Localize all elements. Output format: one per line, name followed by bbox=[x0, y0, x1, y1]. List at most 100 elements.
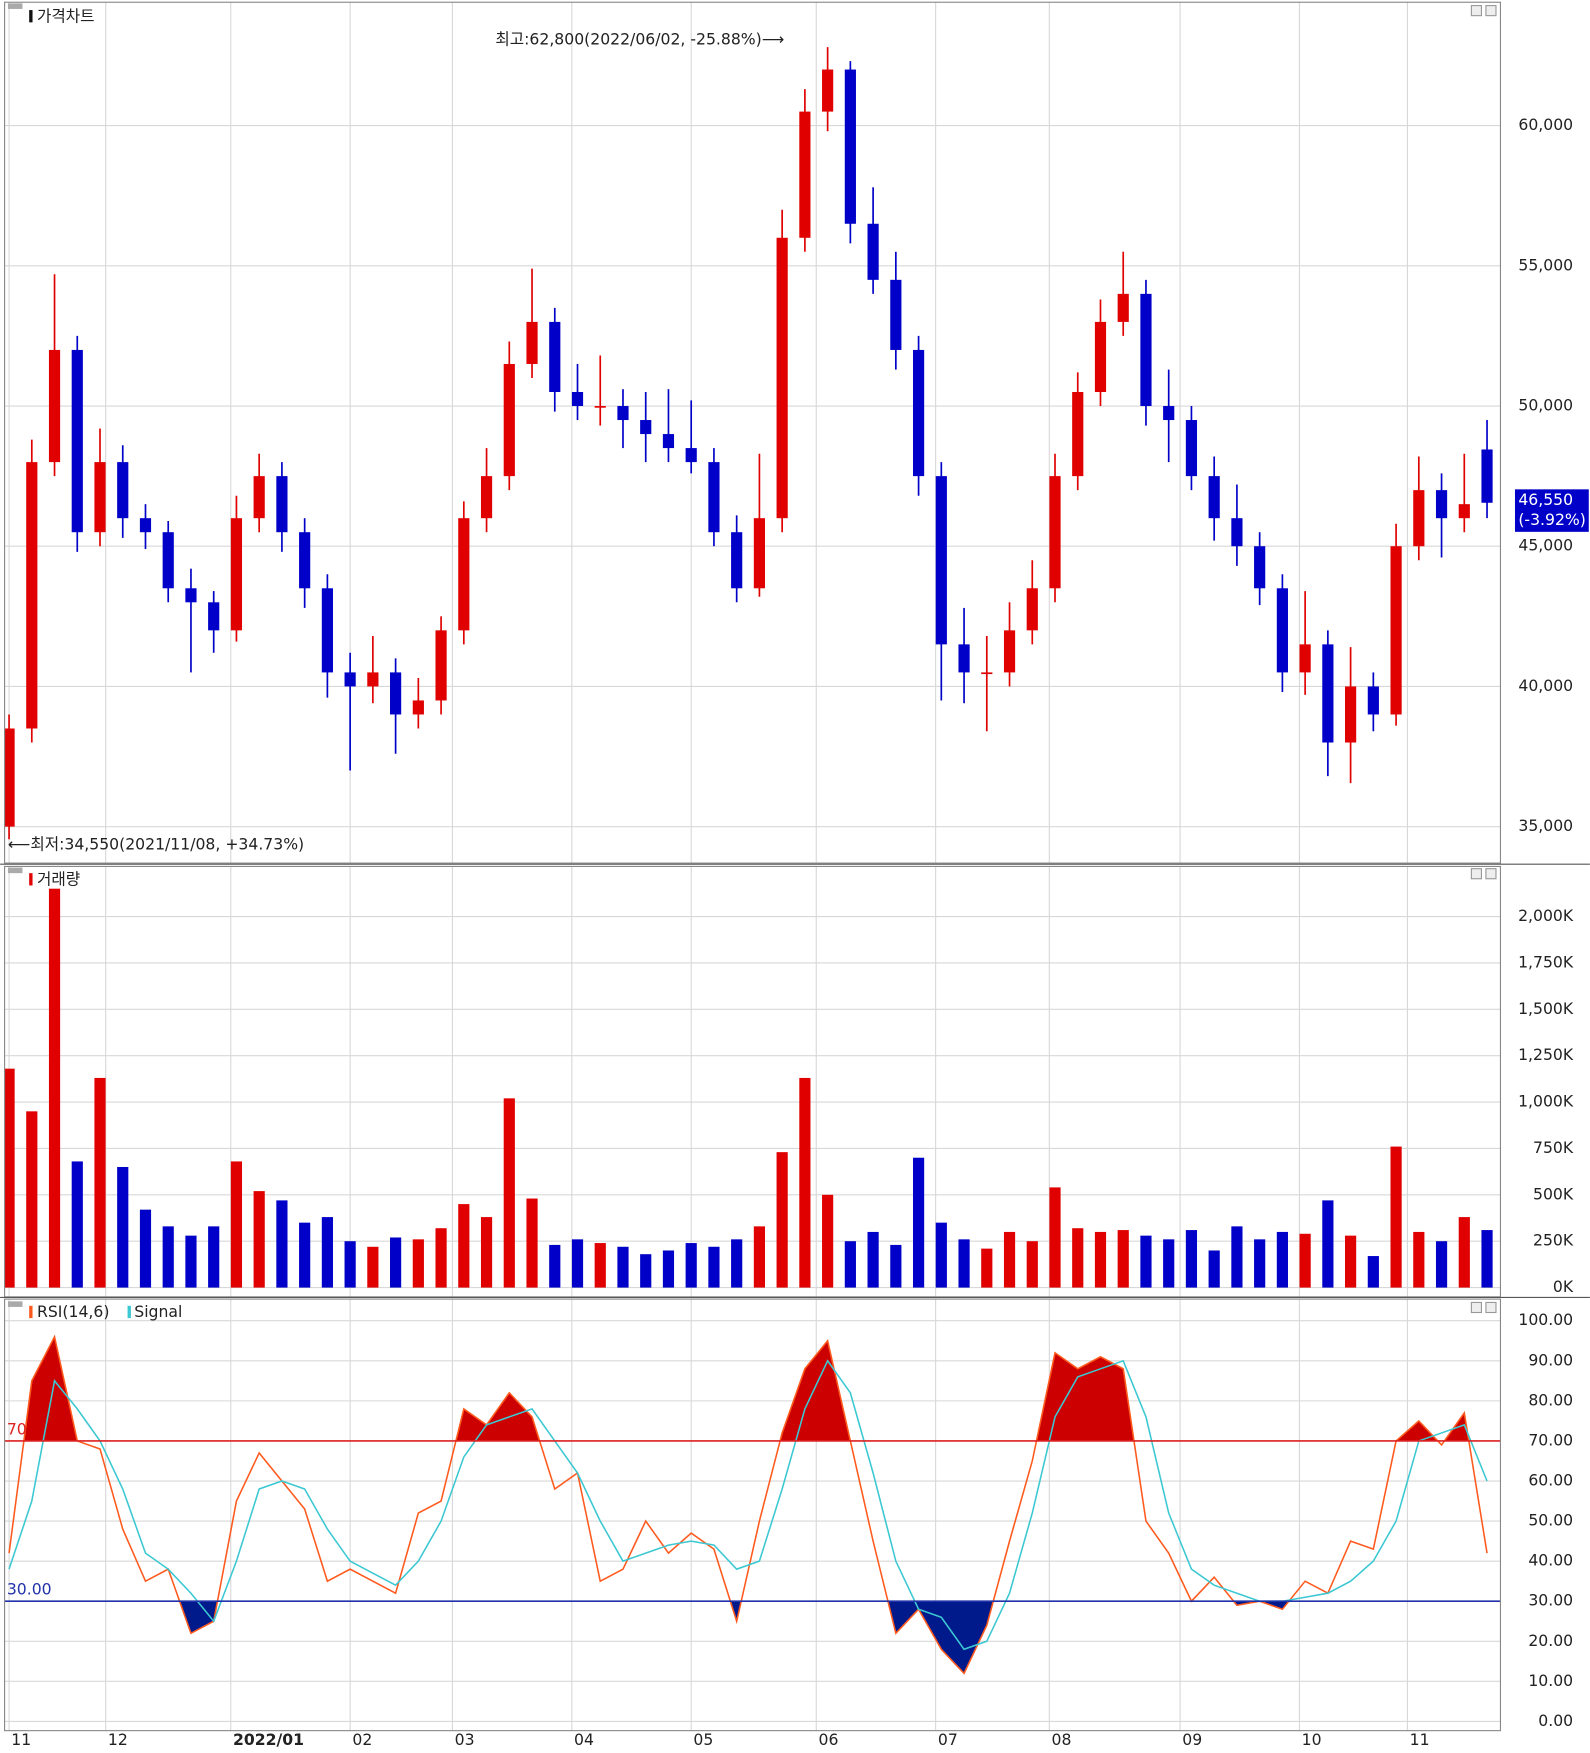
grid bbox=[4, 2, 1501, 1731]
volume-bar bbox=[1345, 1235, 1357, 1288]
volume-bar bbox=[1254, 1239, 1266, 1288]
volume-bar bbox=[1117, 1230, 1129, 1288]
y-tick-label: 100.00 bbox=[1518, 1310, 1573, 1329]
y-tick-label: 35,000 bbox=[1518, 816, 1573, 835]
candle-body bbox=[867, 223, 879, 280]
x-tick-label: 12 bbox=[108, 1730, 128, 1749]
candle-body bbox=[117, 462, 129, 519]
volume-bar bbox=[1435, 1241, 1448, 1288]
close-button[interactable] bbox=[1485, 1301, 1497, 1314]
candle-body bbox=[1072, 392, 1084, 477]
candle-body bbox=[26, 462, 38, 729]
volume-bar bbox=[731, 1239, 743, 1288]
current-price: 46,550 bbox=[1518, 490, 1573, 509]
candle-body bbox=[1299, 644, 1311, 673]
y-tick-label: 90.00 bbox=[1528, 1350, 1573, 1369]
y-tick-label: 70.00 bbox=[1528, 1430, 1573, 1449]
volume-bar bbox=[1208, 1250, 1220, 1288]
volume-bar bbox=[958, 1239, 970, 1288]
volume-bar bbox=[1163, 1239, 1175, 1288]
volume-bar bbox=[1413, 1231, 1425, 1288]
minimize-button[interactable] bbox=[1470, 868, 1483, 880]
candle-body bbox=[799, 111, 811, 238]
volume-bar bbox=[935, 1222, 947, 1288]
volume-bar bbox=[1322, 1200, 1334, 1288]
y-tick-label: 55,000 bbox=[1518, 255, 1573, 274]
legend-entry: Signal bbox=[134, 1302, 182, 1321]
y-tick-label: 30.00 bbox=[1528, 1591, 1573, 1610]
volume-bar bbox=[208, 1226, 220, 1288]
volume-bars bbox=[4, 888, 1493, 1288]
high-annotation: 최고:62,800(2022/06/02, -25.88%)⟶ bbox=[495, 30, 784, 49]
candle-body bbox=[1094, 321, 1107, 393]
volume-bar bbox=[321, 1217, 333, 1288]
rsi bbox=[8, 1334, 1488, 1675]
candle-body bbox=[1481, 449, 1493, 503]
candle-body bbox=[1231, 518, 1243, 547]
volume-bar bbox=[549, 1244, 561, 1288]
y-tick-label: 40,000 bbox=[1518, 676, 1573, 695]
volume-bar bbox=[981, 1248, 993, 1288]
volume-bar bbox=[844, 1241, 856, 1288]
close-button[interactable] bbox=[1485, 5, 1497, 17]
candle-body bbox=[390, 672, 402, 715]
volume-bar bbox=[822, 1194, 834, 1288]
volume-bar bbox=[412, 1239, 424, 1288]
volume-bar bbox=[571, 1239, 584, 1288]
level-label: 30.00 bbox=[7, 1580, 52, 1599]
volume-bar bbox=[594, 1243, 606, 1288]
volume-bar bbox=[276, 1200, 288, 1288]
candle-body bbox=[912, 349, 925, 477]
candle-body bbox=[935, 476, 947, 645]
candle-body bbox=[708, 462, 720, 533]
volume-bar bbox=[1231, 1226, 1243, 1288]
volume-bar bbox=[503, 1098, 515, 1288]
volume-bar bbox=[435, 1228, 447, 1288]
volume-bar bbox=[1185, 1230, 1198, 1288]
candle-body bbox=[4, 728, 15, 827]
candle-body bbox=[662, 434, 675, 449]
volume-bar bbox=[185, 1235, 197, 1288]
x-tick-label: 08 bbox=[1052, 1730, 1072, 1749]
minimize-button[interactable] bbox=[1470, 5, 1483, 17]
volume-bar bbox=[1276, 1231, 1288, 1288]
volume-bar bbox=[253, 1191, 265, 1288]
candle-body bbox=[185, 588, 197, 603]
y-tick-label: 1,000K bbox=[1518, 1092, 1574, 1111]
candle-body bbox=[139, 518, 152, 533]
panel-title: 가격차트 bbox=[37, 6, 95, 25]
x-tick-label: 10 bbox=[1302, 1730, 1322, 1749]
volume-bar bbox=[344, 1241, 356, 1288]
volume-bar bbox=[753, 1226, 766, 1288]
candle-body bbox=[617, 406, 629, 421]
volume-bar bbox=[1367, 1256, 1379, 1288]
overbought-fill bbox=[9, 1336, 1488, 1441]
volume-bar bbox=[1299, 1233, 1311, 1288]
volume-bar bbox=[4, 1068, 15, 1288]
candle-body bbox=[1026, 588, 1038, 631]
volume-bar bbox=[1458, 1217, 1470, 1288]
candle-body bbox=[571, 392, 584, 407]
volume-bar bbox=[867, 1231, 879, 1288]
legend-swatch bbox=[29, 873, 33, 886]
current-change: (-3.92%) bbox=[1518, 510, 1586, 529]
y-tick-label: 1,750K bbox=[1518, 952, 1574, 971]
candle-body bbox=[1163, 406, 1175, 421]
rsi-frame bbox=[4, 1298, 1502, 1732]
y-tick-label: 80.00 bbox=[1528, 1390, 1573, 1409]
candle-body bbox=[685, 448, 697, 463]
candle-body bbox=[1345, 686, 1357, 743]
y-tick-label: 0.00 bbox=[1538, 1711, 1573, 1730]
volume-bar bbox=[390, 1237, 402, 1288]
candle-body bbox=[958, 644, 970, 673]
x-tick-label: 02 bbox=[352, 1730, 372, 1749]
y-tick-label: 60,000 bbox=[1518, 115, 1573, 134]
minimize-button[interactable] bbox=[1470, 1301, 1483, 1314]
candle-body bbox=[412, 700, 424, 715]
window-buttons[interactable] bbox=[1470, 5, 1497, 1314]
legend-swatch bbox=[29, 10, 33, 23]
series-line bbox=[8, 1359, 1488, 1651]
close-button[interactable] bbox=[1485, 868, 1497, 880]
candle-body bbox=[1185, 420, 1198, 477]
